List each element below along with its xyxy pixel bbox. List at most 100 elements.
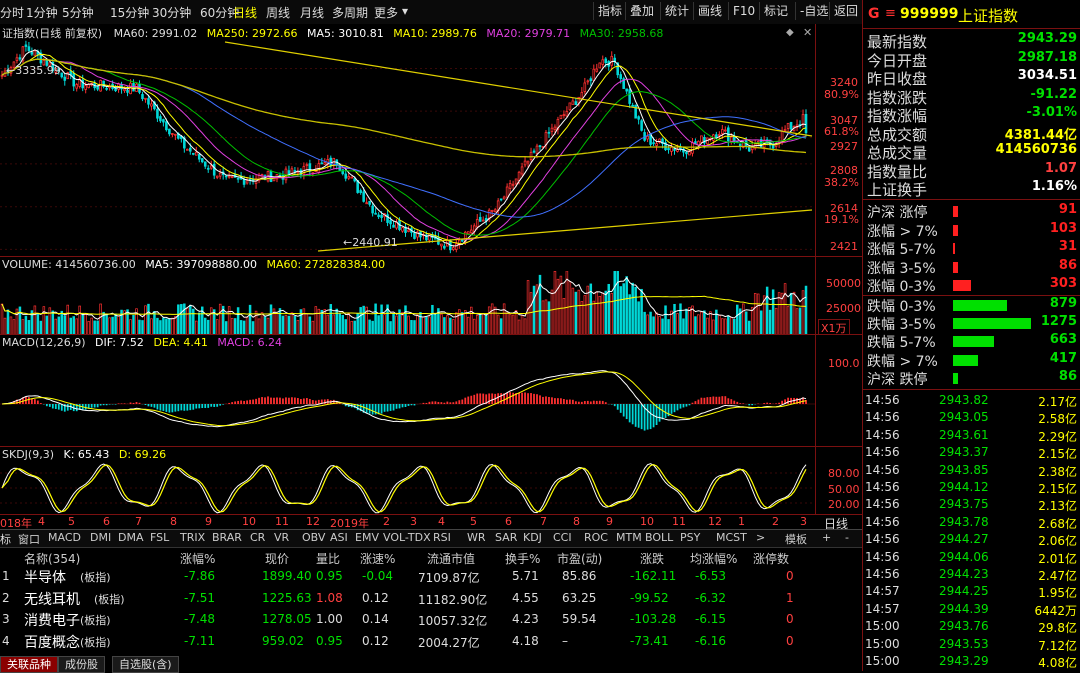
table-header-3[interactable]: 量比 — [316, 550, 340, 567]
candlestick-plot[interactable]: ←3335.99←2440.91 — [0, 40, 815, 256]
period-tab-7[interactable]: 周线 — [266, 4, 290, 21]
menu-icon[interactable]: ≡ — [885, 6, 896, 21]
indicator-tab-1[interactable]: 窗口 — [18, 531, 40, 547]
volume-bar — [554, 271, 556, 335]
toolbar-button-3[interactable]: 画线 — [693, 2, 726, 20]
volume-bar — [461, 313, 463, 335]
tick-time: 14:56 — [865, 410, 900, 424]
indicator-tab-25[interactable]: 模板 — [785, 531, 807, 547]
indicator-tab-18[interactable]: CCI — [553, 531, 572, 544]
candle — [715, 132, 717, 138]
toolbar-button-2[interactable]: 统计 — [660, 2, 693, 20]
period-tab-8[interactable]: 月线 — [300, 4, 324, 21]
indicator-tab-20[interactable]: MTM — [616, 531, 642, 544]
indicator-tab-11[interactable]: ASI — [330, 531, 348, 544]
indicator-tab-12[interactable]: EMV — [355, 531, 379, 544]
volume-bar — [692, 306, 694, 335]
table-header-2[interactable]: 现价 — [265, 550, 289, 567]
indicator-tab-4[interactable]: DMA — [118, 531, 144, 544]
bottom-tab-1[interactable]: 成份股 — [58, 656, 105, 673]
main-price-chart[interactable]: 证指数(日线 前复权) MA60: 2991.02 MA250: 2972.66… — [0, 24, 862, 256]
table-header-8[interactable]: 涨跌 — [640, 550, 664, 567]
period-tab-9[interactable]: 多周期 — [332, 4, 368, 21]
volume-bar — [294, 316, 296, 335]
table-header-9[interactable]: 均涨幅% — [690, 550, 737, 567]
toolbar-button-4[interactable]: F10 — [728, 2, 759, 20]
indicator-tab-26[interactable]: + — [822, 531, 831, 544]
volume-bar — [629, 295, 631, 335]
bottom-tab-0[interactable]: 关联品种 — [0, 656, 58, 673]
indicator-tab-17[interactable]: KDJ — [523, 531, 542, 544]
candle — [799, 120, 801, 128]
skdj-plot[interactable] — [0, 461, 815, 515]
indicator-tab-8[interactable]: CR — [250, 531, 265, 544]
time-axis-label: 12 — [306, 515, 320, 528]
indicator-tab-3[interactable]: DMI — [90, 531, 111, 544]
macd-bar — [372, 404, 374, 415]
row-cap: 11182.90亿 — [418, 591, 487, 608]
collapse-icon[interactable]: ◆ — [786, 27, 798, 39]
period-tab-0[interactable]: 分时 — [0, 4, 24, 21]
toolbar-button-0[interactable]: 指标 — [593, 2, 626, 20]
indicator-tab-0[interactable]: 标 — [0, 531, 11, 547]
bottom-tab-2[interactable]: 自选股(含) — [112, 656, 179, 673]
table-header-5[interactable]: 流通市值 — [427, 550, 475, 567]
period-tab-6[interactable]: 日线 — [233, 4, 257, 21]
macd-bar — [171, 404, 173, 412]
indicator-tab-10[interactable]: OBV — [302, 531, 325, 544]
macd-plot[interactable] — [0, 349, 815, 447]
ma10-line — [2, 54, 806, 243]
indicator-tab-6[interactable]: TRIX — [180, 531, 205, 544]
toolbar-button-1[interactable]: 叠加 — [625, 2, 658, 20]
indicator-tab-24[interactable]: > — [756, 531, 765, 544]
table-header-0[interactable]: 名称(354) — [24, 550, 80, 567]
macd-bar — [228, 403, 230, 404]
table-header-7[interactable]: 市盈(动) — [557, 550, 602, 567]
indicator-tab-15[interactable]: WR — [467, 531, 486, 544]
indicator-tab-22[interactable]: PSY — [680, 531, 700, 544]
period-tab-2[interactable]: 5分钟 — [62, 4, 94, 21]
table-header-4[interactable]: 涨速% — [360, 550, 395, 567]
macd-bar — [683, 404, 685, 407]
quote-stat-value: 414560736 — [996, 142, 1077, 157]
indicator-tab-23[interactable]: MCST — [716, 531, 747, 544]
volume-bar — [689, 308, 691, 335]
volume-bars[interactable] — [0, 271, 815, 335]
indicator-tab-5[interactable]: FSL — [150, 531, 169, 544]
candle — [485, 215, 487, 225]
period-tab-3[interactable]: 15分钟 — [110, 4, 149, 21]
table-header-10[interactable]: 涨停数 — [753, 550, 789, 567]
toolbar-button-5[interactable]: 标记 — [759, 2, 792, 20]
skdj-panel[interactable]: SKDJ(9,3) K: 65.43 D: 69.26 80.00 50.00 … — [0, 446, 862, 515]
period-tab-4[interactable]: 30分钟 — [152, 4, 191, 21]
indicator-tab-16[interactable]: SAR — [495, 531, 517, 544]
indicator-tab-19[interactable]: ROC — [584, 531, 608, 544]
table-header-1[interactable]: 涨幅% — [180, 550, 215, 567]
breadth-label: 沪深 涨停 — [867, 202, 927, 222]
macd-panel[interactable]: MACD(12,26,9) DIF: 7.52 DEA: 4.41 MACD: … — [0, 334, 862, 447]
indicator-tab-9[interactable]: VR — [274, 531, 289, 544]
indicator-tab-13[interactable]: VOL-TDX — [383, 531, 431, 544]
candle — [160, 114, 162, 123]
more-dropdown-icon[interactable]: ▾ — [402, 4, 408, 18]
indicator-tab-2[interactable]: MACD — [48, 531, 81, 544]
period-tab-1[interactable]: 1分钟 — [26, 4, 58, 21]
indicator-tab-14[interactable]: RSI — [433, 531, 451, 544]
macd-bar — [258, 398, 260, 404]
table-header-6[interactable]: 换手% — [505, 550, 540, 567]
toolbar-button-6[interactable]: -自选 — [795, 2, 832, 20]
period-tab-10[interactable]: 更多 — [374, 4, 398, 21]
toolbar-button-7[interactable]: 返回 — [829, 2, 862, 20]
indicator-tab-7[interactable]: BRAR — [212, 531, 242, 544]
close-icon[interactable]: ✕ — [803, 26, 815, 38]
indicator-tab-27[interactable]: - — [845, 531, 849, 544]
volume-panel[interactable]: VOLUME: 414560736.00 MA5: 397098880.00 M… — [0, 256, 862, 335]
row-price: 959.02 — [262, 634, 304, 648]
indicator-tab-21[interactable]: BOLL — [645, 531, 673, 544]
volume-bar — [372, 321, 374, 335]
